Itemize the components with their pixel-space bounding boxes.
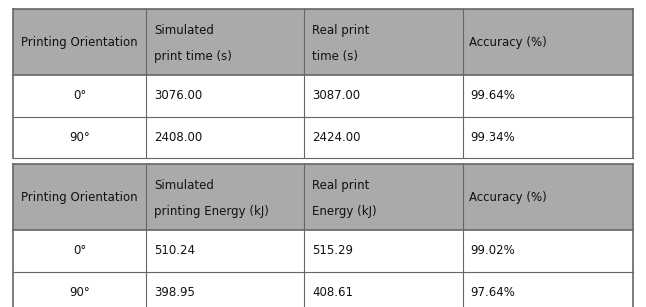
Text: 0°: 0° [73,89,86,103]
Text: printing Energy (kJ): printing Energy (kJ) [154,205,269,218]
Text: Simulated: Simulated [154,24,214,37]
Text: Printing Orientation: Printing Orientation [21,36,138,49]
Bar [13,272,633,307]
Text: 2424.00: 2424.00 [312,131,360,144]
Bar [13,9,633,75]
Text: 3087.00: 3087.00 [312,89,360,103]
Text: 99.34%: 99.34% [470,131,515,144]
Text: Real print: Real print [312,24,370,37]
Text: 510.24: 510.24 [154,244,195,258]
Text: 90°: 90° [69,131,90,144]
Text: 90°: 90° [69,286,90,299]
Text: 2408.00: 2408.00 [154,131,202,144]
Text: Real print: Real print [312,179,370,192]
Text: 99.02%: 99.02% [470,244,515,258]
Text: print time (s): print time (s) [154,50,232,63]
Bar [13,75,633,117]
Text: 0°: 0° [73,244,86,258]
Text: 408.61: 408.61 [312,286,353,299]
Text: 3076.00: 3076.00 [154,89,202,103]
Text: Accuracy (%): Accuracy (%) [469,36,547,49]
Bar [13,164,633,230]
Text: 99.64%: 99.64% [470,89,515,103]
Bar [13,117,633,158]
Text: Printing Orientation: Printing Orientation [21,191,138,204]
Text: 398.95: 398.95 [154,286,195,299]
Text: 515.29: 515.29 [312,244,353,258]
Text: Energy (kJ): Energy (kJ) [312,205,377,218]
Text: time (s): time (s) [312,50,358,63]
Text: Accuracy (%): Accuracy (%) [469,191,547,204]
Text: Simulated: Simulated [154,179,214,192]
Text: 97.64%: 97.64% [470,286,515,299]
Bar [13,230,633,272]
